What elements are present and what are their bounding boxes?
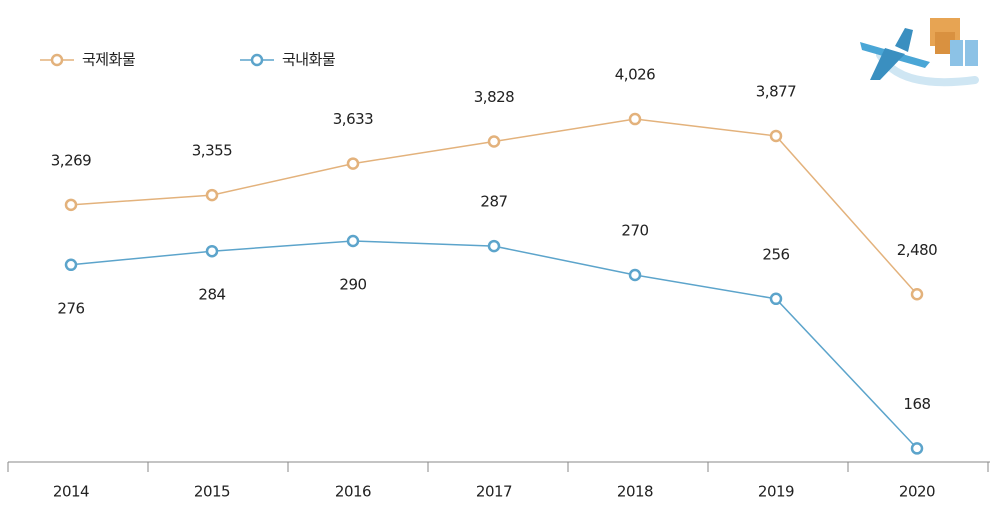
chart: 2014 2015 2016 2017 2018 2019 2020 국제화물 국내화물 3,26… [0,0,991,505]
legend-label: 국제화물 [82,51,135,69]
legend-marker [52,55,62,65]
data-point [348,236,358,246]
data-label: 2,480 [897,241,937,259]
data-point [771,131,781,141]
x-tick-label: 2017 [476,483,512,501]
data-label: 3,633 [333,110,373,128]
data-label: 256 [762,245,789,263]
x-tick-label: 2019 [758,483,794,501]
legend-marker [252,55,262,65]
data-point [348,159,358,169]
data-point [912,443,922,453]
data-label: 168 [903,395,930,413]
data-label: 284 [198,286,225,304]
data-label: 290 [339,276,366,294]
data-point [207,246,217,256]
data-point [66,260,76,270]
data-label: 270 [621,222,648,240]
data-point [489,241,499,251]
data-point [912,289,922,299]
data-label: 276 [57,299,84,317]
series-line [71,241,917,448]
x-tick-label: 2015 [194,483,230,501]
plane-icon [860,18,978,82]
x-tick-label: 2016 [335,483,371,501]
x-tick-label: 2014 [53,483,89,501]
data-point [66,200,76,210]
data-point [630,114,640,124]
x-tick-label: 2020 [899,483,935,501]
data-point [207,190,217,200]
data-label: 4,026 [615,66,655,84]
data-point [630,270,640,280]
data-point [489,136,499,146]
data-label: 3,828 [474,88,514,106]
data-point [771,294,781,304]
data-label: 287 [480,193,507,211]
data-label: 3,269 [51,151,91,169]
data-label: 3,877 [756,82,796,100]
x-tick-label: 2018 [617,483,653,501]
legend-label: 국내화물 [282,51,335,69]
data-label: 3,355 [192,142,232,160]
